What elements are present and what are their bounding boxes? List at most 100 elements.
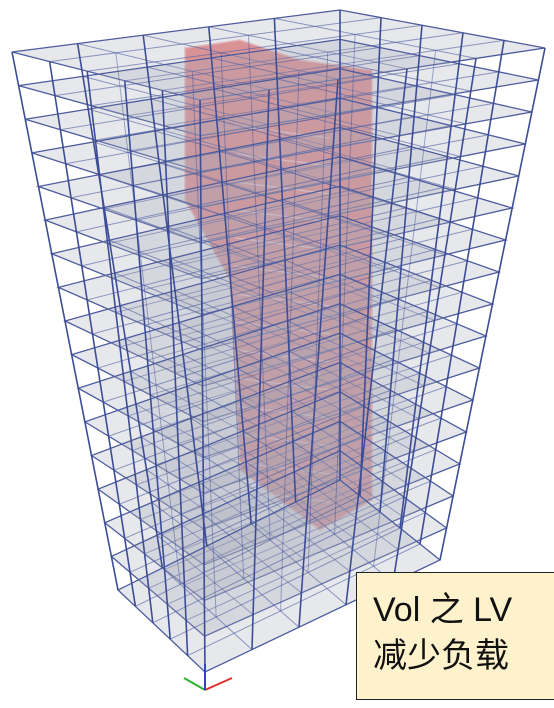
beam [164,465,409,570]
beam [133,125,452,186]
core-edge [234,293,331,307]
beam [49,17,382,63]
beam [155,372,420,466]
beam [65,106,378,165]
beam [144,450,386,555]
beam [91,55,420,107]
beam [144,248,436,326]
beam [109,239,263,301]
beam [162,567,253,650]
beam [88,108,268,161]
beam [148,481,383,589]
beam [295,501,394,583]
beam [170,197,478,268]
beam [151,502,255,580]
column [280,70,300,611]
beam [237,368,366,438]
beam [163,71,499,127]
beam [114,272,262,336]
beam [152,511,381,624]
beam [274,17,477,59]
column [199,99,206,673]
column [392,58,477,583]
column [399,32,464,529]
beam [182,449,436,551]
annotation-line: 减少负载 [373,637,509,675]
beam [293,471,399,551]
beam [107,176,409,245]
beam [185,512,426,621]
beam [240,399,362,472]
beam [135,495,361,607]
column [273,18,297,503]
beam [147,66,336,114]
beam [125,338,260,406]
beam [227,243,381,304]
beam [184,480,431,586]
beam [167,496,405,605]
column [334,34,356,535]
column [161,90,189,656]
column [115,52,181,585]
beam [288,350,420,420]
axis-y [183,677,206,691]
column [298,79,339,628]
beam [140,436,257,511]
beam [124,32,464,82]
beam [275,48,471,92]
core-edge [234,237,331,251]
core-edge [234,461,331,475]
column [142,35,208,547]
beam [278,108,461,158]
beam [176,323,457,409]
beam [284,259,435,321]
beam [291,410,409,485]
beam [119,405,365,505]
annotation-box: Vol 之 LV 减少负载 [356,572,554,700]
beam [248,492,351,572]
beam [76,166,375,233]
column [373,50,437,567]
beam [132,359,394,451]
beam [169,527,401,640]
core-edge [234,153,331,167]
beam [166,226,324,286]
beam [119,268,402,348]
beam [60,76,379,131]
beam [162,194,326,251]
beam [190,417,310,491]
beam [93,141,266,196]
beam [186,385,312,457]
column [379,25,423,513]
beam [232,306,373,371]
beam [111,207,407,279]
beam [156,534,254,615]
column [191,71,217,617]
beam [167,134,489,197]
beam [129,465,362,573]
beam [173,260,468,339]
beam [282,199,446,256]
beam [108,346,367,437]
annotation-line: Vol 之 LV [373,591,513,629]
beam [187,543,421,657]
beam [235,337,370,405]
beam [162,39,505,91]
beam [146,469,256,546]
beam [287,320,425,387]
beam [103,316,369,403]
beam [54,47,380,97]
beam [87,24,423,72]
beam [171,228,473,303]
beam [202,513,302,594]
beam [77,43,270,91]
column [124,80,171,640]
column [247,35,271,541]
beam [140,420,389,520]
column [439,47,546,561]
beam [211,57,404,103]
beam [103,207,264,266]
column [48,61,137,607]
